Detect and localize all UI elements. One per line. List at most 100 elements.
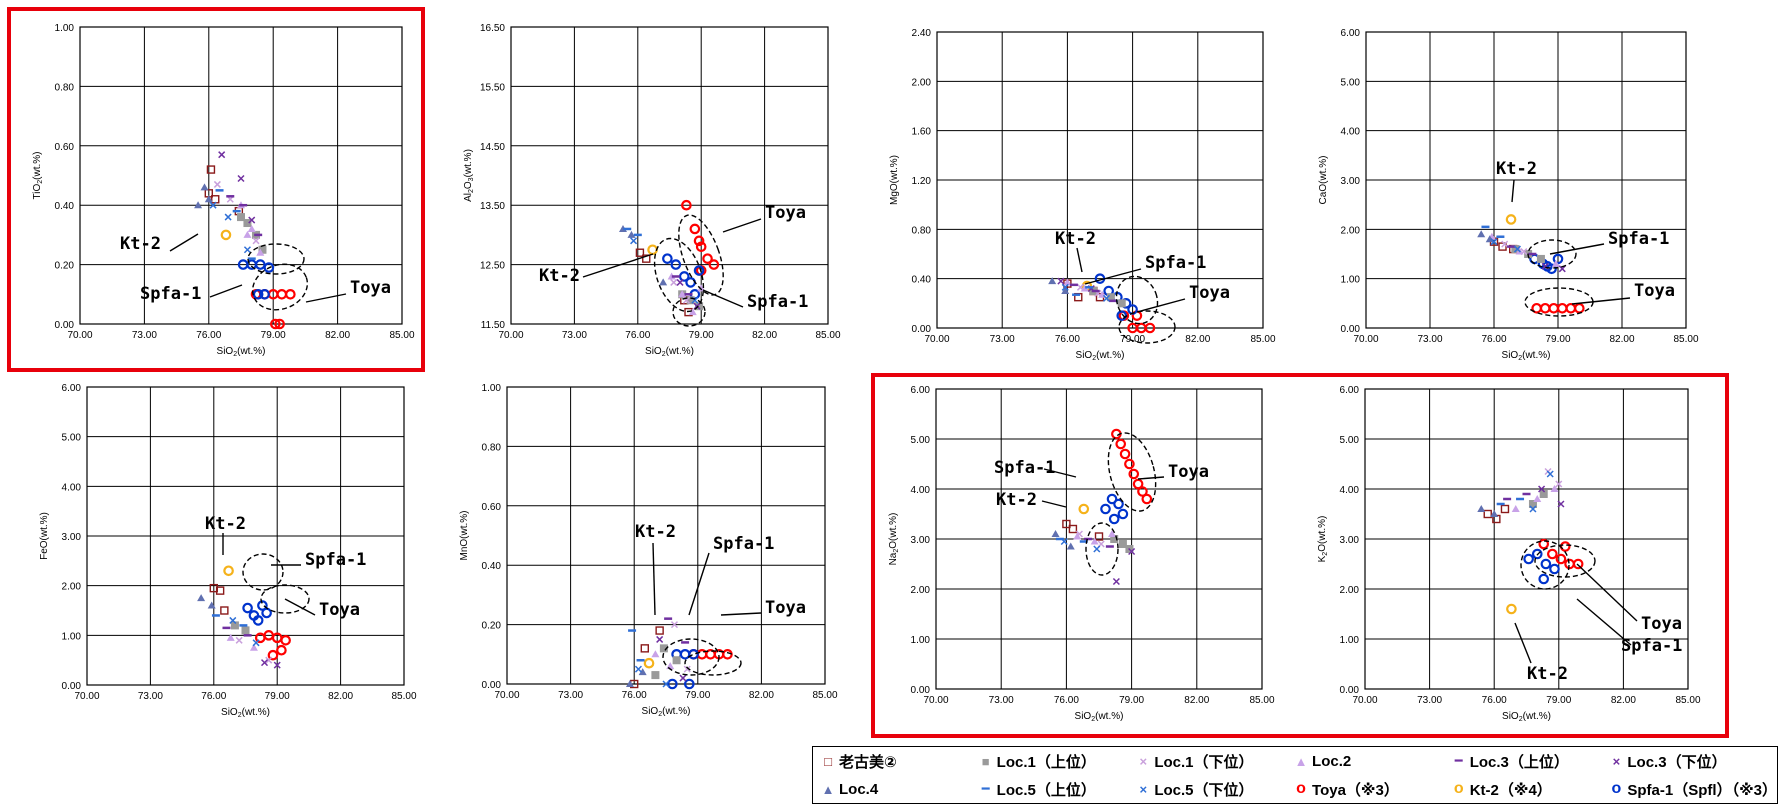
legend-marker-loc4: ▲	[821, 781, 835, 797]
x-axis-label: SiO2(wt.%)	[1502, 350, 1551, 362]
annotation-label: Spfa-1	[1621, 636, 1682, 656]
point-toya	[280, 634, 291, 646]
annotation-leader	[702, 289, 744, 308]
point-spfa	[1531, 548, 1543, 560]
group-ellipse	[662, 638, 720, 676]
y-tick-label: 0.60	[55, 142, 75, 153]
x-tick-label: 73.00	[990, 334, 1015, 345]
point-loc1u	[1536, 254, 1545, 263]
y-tick-label: 0.20	[482, 621, 502, 632]
x-tick-label: 70.00	[67, 330, 92, 341]
legend-label: Kt-2（※4）	[1469, 781, 1552, 799]
x-tick-label: 70.00	[923, 695, 948, 706]
point-loc2	[1550, 485, 1559, 492]
point-loc4	[1061, 287, 1070, 294]
point-spfa	[667, 678, 678, 690]
annotation-label: Spfa-1	[1145, 253, 1206, 273]
point-loc3l	[1128, 547, 1136, 556]
y-tick-label: 5.00	[62, 433, 82, 444]
point-toya	[702, 253, 713, 264]
x-tick-label: 76.00	[1481, 334, 1506, 345]
point-kt2	[643, 657, 655, 669]
chart-grid: 70.00 73.00 76.00 79.00 82.00 85.00 0.00 0.20 0.…	[7, 7, 1729, 738]
point-spfa	[1540, 558, 1552, 570]
annotation-leader	[209, 284, 243, 298]
point-spfa	[252, 615, 264, 626]
point-loc5l	[1529, 505, 1537, 513]
point-spfa	[684, 678, 695, 690]
x-axis-label: SiO2(wt.%)	[221, 707, 270, 719]
y-tick-label: 0.40	[482, 561, 502, 572]
legend-marker-loc1l: ×	[1139, 753, 1148, 769]
point-loc4	[1477, 505, 1486, 512]
point-loc1u	[672, 656, 681, 665]
y-tick-label: 4.00	[911, 485, 931, 496]
point-loc3l	[1057, 277, 1065, 285]
point-loc1l	[1555, 480, 1563, 488]
annotation-leader	[1041, 500, 1067, 508]
annotation-leader	[1084, 268, 1142, 285]
y-tick-label: 4.00	[1340, 485, 1360, 496]
point-loc1u	[1528, 500, 1537, 508]
legend-item-toya: o Toya（※3）	[1294, 779, 1452, 800]
point-loc4	[1048, 277, 1057, 285]
x-tick-label: 82.00	[1611, 695, 1636, 706]
y-tick-label: 1.00	[55, 23, 75, 34]
point-loc3l	[1538, 485, 1546, 493]
x-tick-label: 85.00	[391, 691, 416, 702]
annotation-label: Kt-2	[1527, 664, 1568, 684]
point-toya	[1556, 302, 1568, 314]
point-loc1u	[1118, 540, 1127, 548]
annotation-label: Spfa-1	[1608, 229, 1669, 249]
x-tick-label: 73.00	[562, 330, 587, 341]
point-spfa	[252, 288, 264, 300]
legend-marker-loc3l: ×	[1612, 753, 1621, 769]
x-tick-label: 76.00	[622, 690, 647, 701]
x-tick-label: 76.00	[625, 330, 650, 341]
point-loc2	[243, 230, 252, 238]
annotation-label: Kt-2	[539, 266, 580, 286]
group-ellipse	[684, 650, 742, 676]
x-tick-label: 85.00	[1249, 695, 1274, 706]
point-loc5l	[229, 616, 237, 624]
y-tick-label: 5.00	[1341, 77, 1361, 88]
y-tick-label: 3.00	[1341, 176, 1361, 187]
point-loc3l	[1557, 500, 1565, 508]
point-loc4	[200, 183, 209, 191]
point-okomabe	[655, 626, 664, 635]
point-loc2	[1511, 505, 1520, 512]
x-axis-label: SiO2(wt.%)	[1076, 350, 1125, 362]
x-tick-label: 82.00	[749, 690, 774, 701]
chart-panel-6: 70.00 73.00 76.00 79.00 82.00 85.00 0.00 0.20 0.…	[459, 383, 838, 718]
point-loc2	[678, 290, 687, 298]
legend-item-loc1u: ■ Loc.1（上位）	[979, 751, 1137, 772]
point-loc3l	[656, 635, 664, 643]
y-tick-label: 6.00	[62, 383, 82, 394]
legend-marker-loc3u: ━	[1454, 753, 1463, 768]
point-toya	[1119, 448, 1131, 460]
point-loc2	[1533, 495, 1542, 502]
point-okomabe	[635, 248, 645, 257]
point-spfa	[1106, 493, 1118, 505]
plot-frame	[1364, 388, 1689, 690]
x-tick-label: 70.00	[1353, 334, 1378, 345]
point-toya	[1548, 302, 1560, 314]
point-loc1u	[258, 245, 267, 254]
point-toya	[1115, 438, 1127, 450]
annotation-label: Kt-2	[635, 522, 676, 542]
point-spfa	[1523, 553, 1534, 565]
point-spfa	[259, 288, 270, 300]
plot-frame	[86, 386, 405, 686]
y-tick-label: 2.00	[1340, 585, 1360, 596]
point-toya	[1128, 468, 1140, 480]
y-tick-label: 0.80	[55, 82, 75, 93]
y-tick-label: 5.00	[911, 435, 931, 446]
legend: □ 老古美② ■ Loc.1（上位） × Loc.1（下位） ▲ Loc.2 ━ Loc.3（上位…	[812, 746, 1778, 804]
annotation-label: Toya	[1641, 614, 1682, 634]
y-tick-label: 0.80	[912, 225, 932, 236]
highlight-box-alkali	[871, 373, 1729, 738]
group-ellipse	[1520, 540, 1570, 590]
x-tick-label: 73.00	[1417, 334, 1442, 345]
point-spfa	[688, 648, 699, 660]
point-spfa	[1108, 513, 1120, 525]
